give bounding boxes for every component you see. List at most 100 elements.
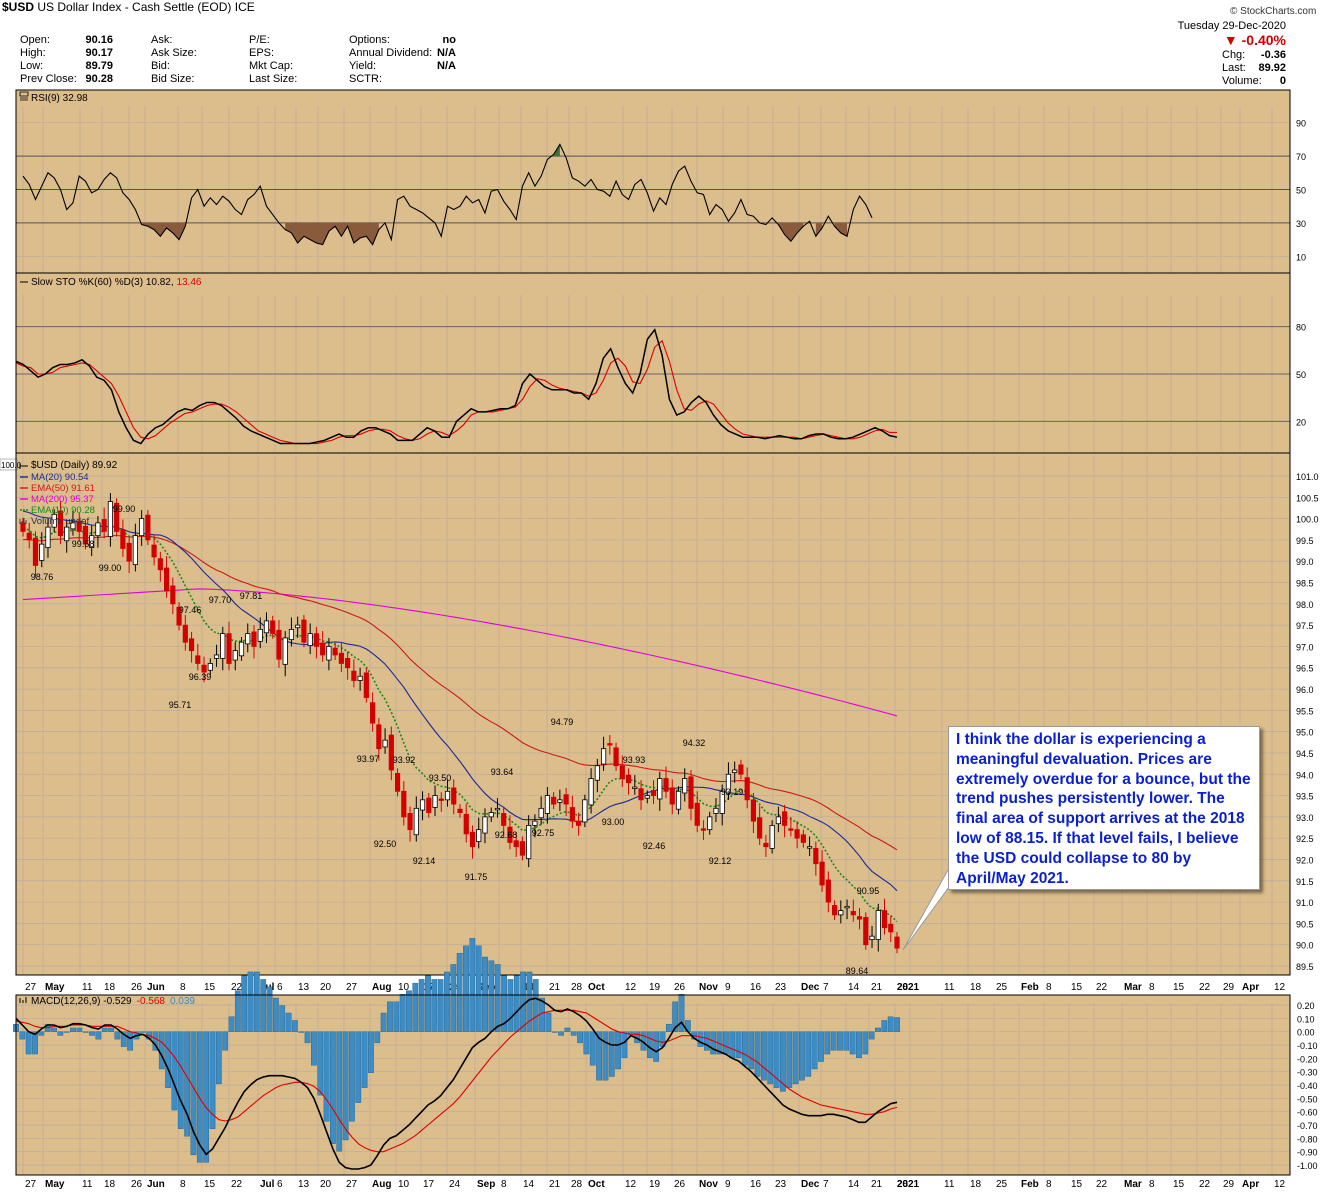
macd-histogram-bar bbox=[63, 1031, 70, 1033]
annotation-callout: I think the dollar is experiencing a mea… bbox=[948, 726, 1260, 890]
x-axis-tick-bottom: 28 bbox=[897, 1179, 909, 1190]
macd-histogram-bar bbox=[32, 1031, 38, 1055]
x-axis-tick-bottom: 22 bbox=[231, 1179, 243, 1190]
macd-histogram-bar bbox=[475, 945, 482, 1032]
macd-histogram-bar bbox=[735, 1031, 742, 1058]
candle-body bbox=[213, 654, 220, 659]
x-axis-tick-bottom: 28 bbox=[571, 1179, 583, 1190]
candle-body bbox=[757, 817, 763, 839]
candle-body bbox=[763, 842, 769, 848]
candle-body bbox=[725, 773, 732, 794]
macd-histogram-bar bbox=[444, 971, 450, 1032]
macd-histogram-bar bbox=[412, 982, 419, 1032]
candle-body bbox=[775, 816, 781, 825]
rsi-line bbox=[22, 143, 873, 246]
macd-histogram-bar bbox=[843, 1031, 850, 1051]
rsi-oversold-fill bbox=[778, 222, 804, 242]
candle-body bbox=[444, 790, 451, 801]
rsi-y-tick: 10 bbox=[1296, 252, 1306, 262]
x-axis-tick-bottom: Mar bbox=[1124, 1179, 1142, 1190]
macd-legend-label: -0.568 bbox=[137, 996, 166, 1007]
quote-volume: 0 bbox=[1279, 75, 1286, 87]
macd-y-tick: 0.00 bbox=[1297, 1028, 1315, 1038]
quote-label: Chg: bbox=[1222, 49, 1246, 61]
candle-body bbox=[457, 808, 463, 814]
candle-body bbox=[519, 841, 526, 856]
x-axis-tick-bottom: 6 bbox=[277, 1179, 283, 1190]
candle-body bbox=[26, 532, 32, 541]
x-axis-tick-bottom: 8 bbox=[1046, 1179, 1052, 1190]
price-y-tick: 99.5 bbox=[1296, 536, 1314, 546]
quote-change-pct: ▼ -0.40% bbox=[1140, 33, 1286, 48]
price-y-tick: 100.0 bbox=[1296, 515, 1319, 525]
macd-histogram-bar bbox=[139, 1031, 146, 1033]
candle-body bbox=[644, 795, 650, 799]
macd-y-tick: -0.50 bbox=[1297, 1094, 1318, 1104]
candle-body bbox=[663, 778, 669, 792]
x-axis-tick: 13 bbox=[298, 982, 310, 993]
candle-body bbox=[351, 670, 357, 681]
x-axis-tick: 6 bbox=[277, 982, 283, 993]
x-axis-tick-bottom: Jul bbox=[260, 1179, 275, 1190]
x-axis-tick: 28 bbox=[571, 982, 583, 993]
candle-body bbox=[251, 631, 257, 647]
macd-histogram-bar bbox=[431, 979, 438, 1032]
quote-prev-close: 90.28 bbox=[85, 73, 113, 85]
candle-body bbox=[257, 628, 263, 642]
candle-body bbox=[64, 526, 70, 542]
candle-body bbox=[650, 790, 657, 796]
quote-yield: N/A bbox=[437, 60, 456, 72]
candle-body bbox=[501, 813, 507, 826]
macd-histogram-bar bbox=[520, 971, 526, 1032]
x-axis-tick: 8 bbox=[1149, 982, 1155, 993]
x-axis-tick-bottom: 15 bbox=[204, 1179, 216, 1190]
macd-histogram-bar bbox=[323, 1031, 330, 1122]
price-swing-label: 99.90 bbox=[113, 504, 136, 514]
candle-body bbox=[388, 734, 394, 771]
quote-label: Last: bbox=[1222, 62, 1246, 74]
candle-body bbox=[788, 828, 794, 831]
macd-histogram-bar bbox=[247, 971, 254, 1032]
candle-body bbox=[557, 799, 563, 803]
quote-label: Bid Size: bbox=[151, 73, 195, 85]
macd-histogram-bar bbox=[710, 1031, 717, 1055]
price-swing-label: 93.50 bbox=[429, 773, 452, 783]
candle-body bbox=[794, 829, 800, 839]
macd-y-tick: -0.10 bbox=[1297, 1041, 1318, 1051]
macd-histogram-bar bbox=[196, 1031, 203, 1163]
macd-histogram-bar bbox=[665, 1023, 672, 1032]
macd-histogram-bar bbox=[222, 1031, 229, 1051]
candle-body bbox=[563, 794, 569, 805]
candle-body bbox=[463, 813, 469, 835]
macd-histogram-bar bbox=[336, 1031, 343, 1152]
candle-body bbox=[276, 629, 282, 660]
x-axis-tick: 18 bbox=[104, 982, 116, 993]
candle-body bbox=[126, 542, 132, 562]
sto-y-tick: 20 bbox=[1296, 417, 1306, 427]
macd-histogram-bar bbox=[570, 1031, 577, 1036]
macd-legend-label: MACD(12,26,9) -0.529 bbox=[31, 996, 132, 1007]
candle-body bbox=[307, 633, 313, 646]
rsi-y-tick: 90 bbox=[1296, 119, 1306, 129]
price-swing-label: 93.97 bbox=[357, 754, 380, 764]
candle-body bbox=[70, 522, 76, 530]
price-swing-label: 93.00 bbox=[602, 817, 625, 827]
price-title: $USD (Daily) 89.92 bbox=[31, 460, 118, 471]
macd-histogram-bar bbox=[380, 1012, 387, 1032]
candle-body bbox=[513, 840, 519, 848]
candle-body bbox=[707, 816, 713, 831]
macd-legend-label: 0.039 bbox=[170, 996, 195, 1007]
macd-histogram-bar bbox=[76, 1027, 83, 1032]
x-axis-tick-bottom: 8 bbox=[180, 1179, 186, 1190]
price-y-tick: 97.0 bbox=[1296, 642, 1314, 652]
quote-label: P/E: bbox=[249, 34, 270, 46]
x-axis-tick: 27 bbox=[346, 982, 358, 993]
macd-histogram-bar bbox=[241, 975, 248, 1032]
x-axis-tick: 22 bbox=[231, 982, 243, 993]
x-axis-tick-bottom: Apr bbox=[1242, 1179, 1259, 1190]
macd-histogram-bar bbox=[215, 1031, 222, 1085]
x-axis-tick-bottom: 12 bbox=[1274, 1179, 1286, 1190]
candle-body bbox=[232, 650, 238, 661]
candle-body bbox=[151, 544, 157, 558]
macd-histogram-bar bbox=[349, 1031, 355, 1122]
